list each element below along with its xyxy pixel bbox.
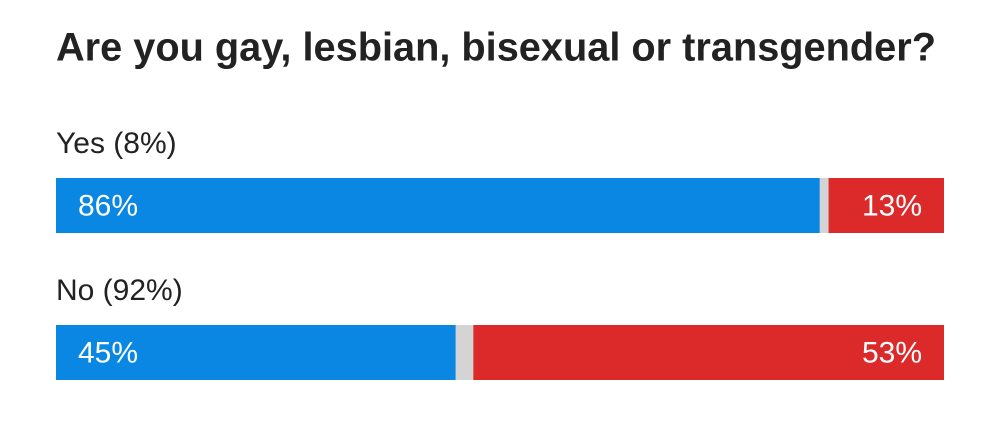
chart-title: Are you gay, lesbian, bisexual or transg…	[56, 26, 936, 70]
value-label: 45%	[78, 336, 138, 369]
category-label: No (92%)	[56, 274, 183, 307]
value-label: 53%	[862, 336, 922, 369]
bar-segment	[56, 178, 820, 233]
bar-segment	[828, 178, 944, 233]
bar-segment	[473, 325, 944, 380]
value-label: 86%	[78, 189, 138, 222]
bar-segment	[56, 325, 456, 380]
category-label: Yes (8%)	[56, 127, 177, 160]
value-label: 13%	[862, 189, 922, 222]
